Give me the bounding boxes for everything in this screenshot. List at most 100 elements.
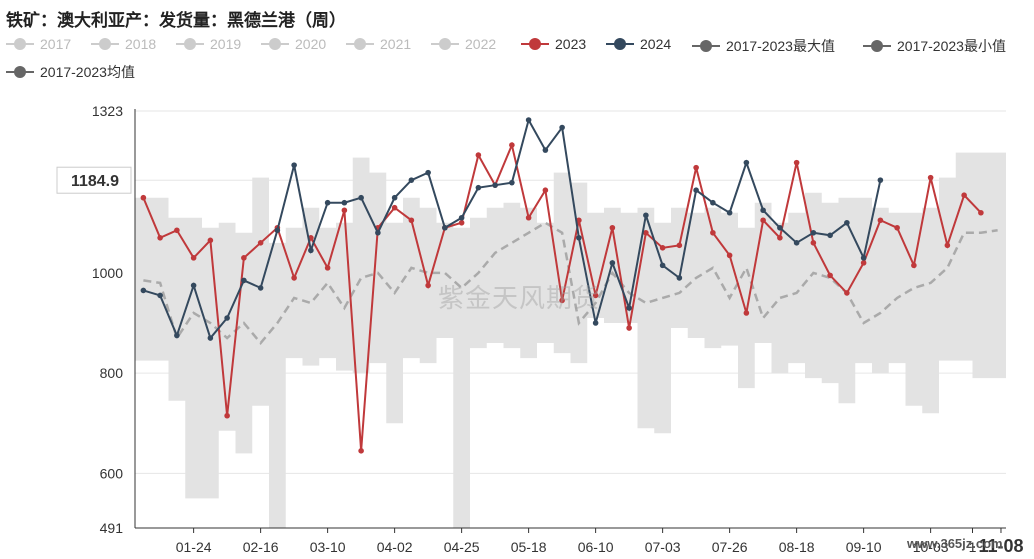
y-tick-label: 1323 <box>92 103 123 119</box>
series-2024-point <box>324 199 331 206</box>
site-url: www.365jz.com <box>907 536 1003 551</box>
series-2024-point <box>726 209 733 216</box>
legend-label: 2017-2023最小值 <box>897 38 1006 54</box>
series-2024-point <box>877 177 884 183</box>
series-2023-point <box>944 242 951 249</box>
legend-label: 2020 <box>295 36 327 52</box>
series-2024-point <box>458 214 465 221</box>
series-2023-point <box>710 229 716 236</box>
series-2024-point <box>140 287 147 294</box>
series-2024-point <box>291 162 297 168</box>
series-2024-point <box>659 262 666 269</box>
watermark: 紫金天风期货 <box>438 284 601 314</box>
legend-item-2021[interactable]: 2021 <box>346 36 411 52</box>
x-tick-label: 10-03 <box>913 539 949 555</box>
x-tick-label: 04-02 <box>377 539 413 555</box>
series-2024-point <box>241 277 247 284</box>
series-2023-point <box>425 282 431 289</box>
legend-label: 2022 <box>465 36 497 52</box>
series-2023-point <box>576 217 582 224</box>
series-2023-point <box>174 227 180 234</box>
series-2023-point <box>157 235 163 241</box>
legend-label: 2019 <box>210 36 242 52</box>
series-2023-point <box>793 159 800 166</box>
x-tick-label: 05-18 <box>511 539 547 555</box>
series-2023-point <box>844 290 850 296</box>
series-2024-point <box>190 282 197 289</box>
series-2023-point <box>927 174 934 181</box>
series-2024-point <box>375 229 381 236</box>
legend-marker-icon <box>606 37 634 51</box>
series-2023-point <box>458 219 465 226</box>
series-2023-point <box>190 255 197 261</box>
series-2023-point <box>827 272 833 279</box>
series-2024-point <box>442 224 448 231</box>
series-2024-point <box>643 212 649 219</box>
series-2024-point <box>609 260 616 266</box>
y-tick-label: 800 <box>100 365 124 381</box>
series-2023-point <box>224 412 230 419</box>
x-tick-label: 1 <box>969 539 977 555</box>
series-2024-point <box>793 240 800 246</box>
legend-item-2017-2023最小值[interactable]: 2017-2023最小值 <box>863 36 1006 56</box>
series-2024-point <box>157 292 163 299</box>
legend-item-2019[interactable]: 2019 <box>176 36 241 52</box>
x-tick-label: 07-03 <box>645 539 681 555</box>
series-2023-point <box>978 209 984 216</box>
series-2023-point <box>241 255 247 261</box>
legend-item-2020[interactable]: 2020 <box>261 36 326 52</box>
y-tick-label: 491 <box>100 520 124 536</box>
series-2024-point <box>207 335 214 341</box>
series-2024-point <box>509 179 515 186</box>
series-2024-point <box>425 169 431 176</box>
series-2023-point <box>324 265 331 271</box>
legend-item-2017-2023均值[interactable]: 2017-2023均值 <box>6 62 135 82</box>
legend-item-2017[interactable]: 2017 <box>6 36 71 52</box>
series-2023-point <box>592 292 599 299</box>
legend-label: 2017-2023最大值 <box>726 38 835 54</box>
series-2024-point <box>391 194 398 201</box>
series-2023-point <box>860 260 867 266</box>
range-band-area <box>135 152 1006 529</box>
series-2024-point <box>274 227 281 234</box>
series-2023-point <box>475 152 482 158</box>
legend-item-2017-2023最大值[interactable]: 2017-2023最大值 <box>692 36 835 56</box>
series-2024-point <box>308 247 314 254</box>
series-2023-point <box>726 252 733 259</box>
series-2023-point <box>760 217 766 224</box>
legend-label: 2023 <box>555 36 587 52</box>
series-2023-point <box>643 229 649 236</box>
x-tick-label: 02-16 <box>243 539 279 555</box>
series-2023-point <box>509 142 515 148</box>
series-2024-point <box>224 315 230 321</box>
series-2023-point <box>408 217 415 224</box>
legend-label: 2021 <box>380 36 412 52</box>
series-2024-point <box>676 275 683 281</box>
series-2024-point <box>693 187 699 193</box>
legend-marker-icon <box>863 39 891 53</box>
series-2024-point <box>810 229 817 236</box>
legend-item-2024[interactable]: 2024 <box>606 36 671 52</box>
legend-item-2022[interactable]: 2022 <box>431 36 496 52</box>
series-2023-point <box>542 187 549 193</box>
series-2023-point <box>693 164 699 171</box>
y-tick-label: 1000 <box>92 265 123 281</box>
x-tick-label: 08-18 <box>779 539 815 555</box>
series-2024-point <box>760 207 766 214</box>
series-2024-point <box>827 232 833 239</box>
series-2023-point <box>358 448 364 454</box>
series-2023-point <box>291 275 297 281</box>
legend-item-2018[interactable]: 2018 <box>91 36 156 52</box>
series-2023-point <box>207 237 214 244</box>
series-2023-point <box>140 194 147 201</box>
legend-item-2023[interactable]: 2023 <box>521 36 586 52</box>
legend-marker-icon <box>431 37 459 51</box>
x-tick-label: 11-08 <box>978 536 1023 556</box>
legend-label: 2017 <box>40 36 72 52</box>
series-2023-point <box>559 297 565 304</box>
series-2024-point <box>174 332 180 339</box>
series-2023-point <box>877 217 884 224</box>
series-2024-point <box>408 177 415 183</box>
series-2023-point <box>257 240 264 246</box>
